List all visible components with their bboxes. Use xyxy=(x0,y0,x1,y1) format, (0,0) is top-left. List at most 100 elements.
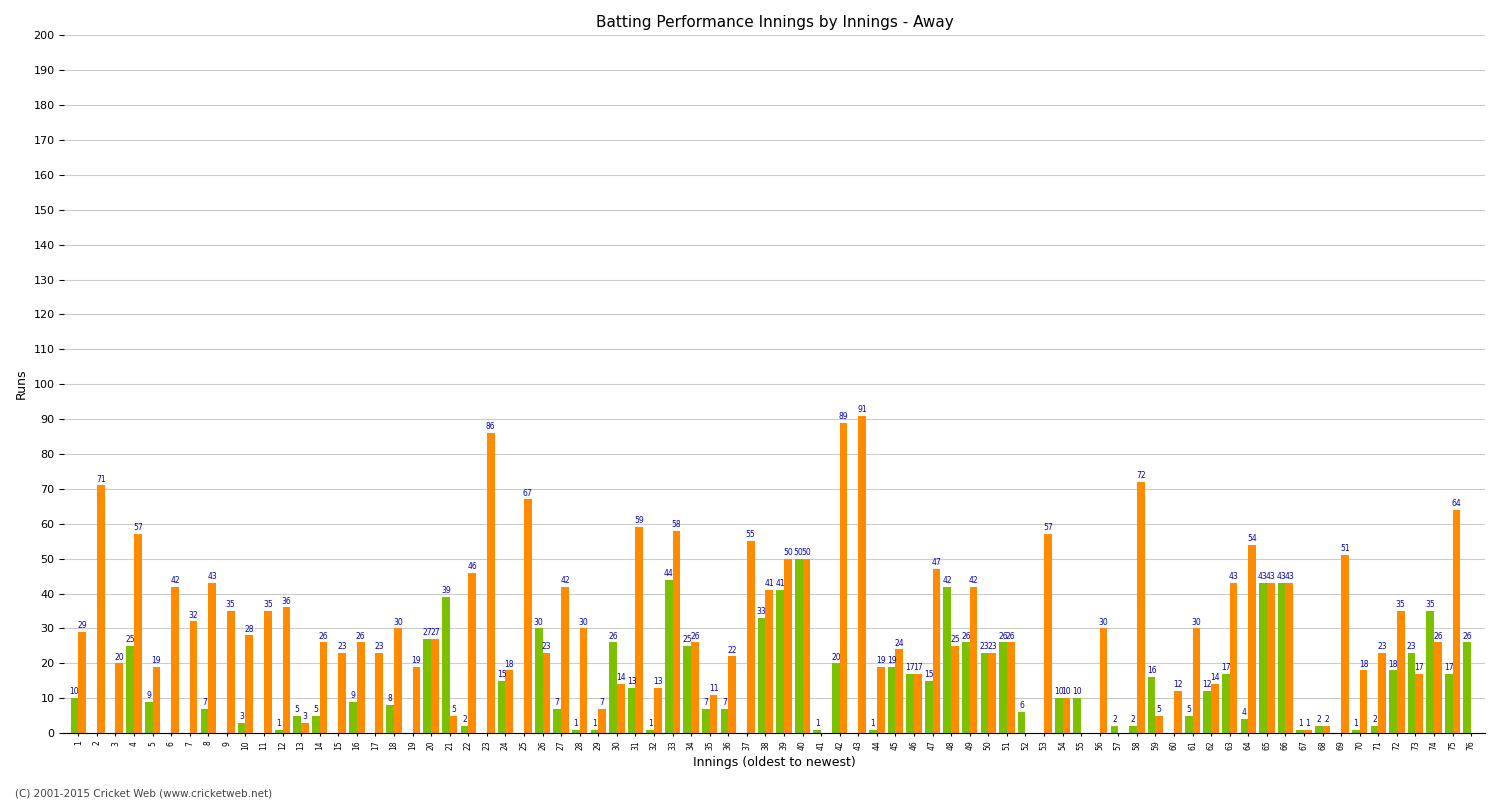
Text: 19: 19 xyxy=(411,656,422,665)
Text: 16: 16 xyxy=(1146,666,1156,675)
Text: 35: 35 xyxy=(226,600,236,610)
Text: 23: 23 xyxy=(542,642,552,651)
Bar xyxy=(840,422,848,733)
Bar xyxy=(1148,678,1155,733)
Bar xyxy=(116,663,123,733)
Text: 7: 7 xyxy=(202,698,207,707)
Bar xyxy=(1017,712,1026,733)
Bar xyxy=(747,541,754,733)
Text: 5: 5 xyxy=(1186,705,1191,714)
Text: 19: 19 xyxy=(886,656,897,665)
Bar xyxy=(312,716,320,733)
Bar xyxy=(1230,583,1238,733)
Bar xyxy=(1278,583,1286,733)
Text: 1: 1 xyxy=(592,719,597,728)
Text: 86: 86 xyxy=(486,422,495,431)
Bar xyxy=(1341,555,1348,733)
Bar xyxy=(524,499,531,733)
Text: 27: 27 xyxy=(430,628,439,637)
Text: 23: 23 xyxy=(1377,642,1388,651)
Text: 7: 7 xyxy=(704,698,708,707)
Text: 43: 43 xyxy=(1228,572,1239,582)
Text: 26: 26 xyxy=(998,632,1008,641)
Bar xyxy=(1155,716,1162,733)
Bar xyxy=(784,558,792,733)
Bar xyxy=(926,681,933,733)
Bar xyxy=(664,579,672,733)
Bar xyxy=(246,635,254,733)
Text: 18: 18 xyxy=(504,659,515,669)
Text: 12: 12 xyxy=(1173,681,1182,690)
Bar xyxy=(498,681,506,733)
Text: 25: 25 xyxy=(126,635,135,644)
Text: 11: 11 xyxy=(710,684,718,693)
Bar xyxy=(1444,674,1452,733)
Bar xyxy=(878,666,885,733)
Text: 25: 25 xyxy=(950,635,960,644)
Text: 2: 2 xyxy=(1372,715,1377,724)
Text: 3: 3 xyxy=(303,712,307,721)
Bar xyxy=(888,666,896,733)
Text: 27: 27 xyxy=(423,628,432,637)
Text: 23: 23 xyxy=(980,642,988,651)
Text: 1: 1 xyxy=(648,719,652,728)
Text: 10: 10 xyxy=(1072,687,1082,697)
Text: 26: 26 xyxy=(962,632,970,641)
Bar xyxy=(795,558,802,733)
Bar xyxy=(1296,730,1304,733)
Text: 43: 43 xyxy=(1276,572,1287,582)
Text: 17: 17 xyxy=(1414,663,1424,672)
Text: 26: 26 xyxy=(690,632,700,641)
Text: 5: 5 xyxy=(452,705,456,714)
Text: 36: 36 xyxy=(282,597,291,606)
Text: 42: 42 xyxy=(560,576,570,585)
Text: 47: 47 xyxy=(932,558,942,567)
Bar xyxy=(951,646,958,733)
Bar xyxy=(488,433,495,733)
Text: 15: 15 xyxy=(924,670,933,679)
Text: 10: 10 xyxy=(1054,687,1064,697)
Bar xyxy=(579,628,588,733)
Text: 17: 17 xyxy=(906,663,915,672)
Bar xyxy=(320,642,327,733)
Bar xyxy=(646,730,654,733)
Text: 41: 41 xyxy=(765,579,774,588)
Bar xyxy=(933,569,940,733)
Text: 23: 23 xyxy=(338,642,346,651)
Bar xyxy=(264,611,272,733)
Bar xyxy=(1323,726,1330,733)
Bar xyxy=(98,486,105,733)
Text: 17: 17 xyxy=(1221,663,1230,672)
Text: 26: 26 xyxy=(1432,632,1443,641)
Bar xyxy=(627,688,636,733)
Bar xyxy=(134,534,141,733)
Text: 2: 2 xyxy=(462,715,466,724)
Text: 24: 24 xyxy=(894,638,904,647)
Bar xyxy=(171,586,178,733)
Text: 51: 51 xyxy=(1340,544,1350,554)
Text: 43: 43 xyxy=(1284,572,1294,582)
Bar xyxy=(237,722,246,733)
Text: 64: 64 xyxy=(1452,499,1461,508)
Text: 71: 71 xyxy=(96,474,105,484)
Text: 33: 33 xyxy=(756,607,766,616)
Text: 46: 46 xyxy=(468,562,477,571)
Bar xyxy=(1210,684,1219,733)
Text: 13: 13 xyxy=(627,677,636,686)
Bar xyxy=(591,730,598,733)
Text: 23: 23 xyxy=(1407,642,1416,651)
Text: 9: 9 xyxy=(351,691,355,700)
Text: 55: 55 xyxy=(746,530,756,539)
Bar xyxy=(944,586,951,733)
Bar xyxy=(1416,674,1424,733)
Bar xyxy=(1054,698,1062,733)
Bar xyxy=(468,573,476,733)
Y-axis label: Runs: Runs xyxy=(15,369,28,399)
Bar xyxy=(1240,719,1248,733)
Bar xyxy=(1286,583,1293,733)
Bar xyxy=(999,642,1006,733)
Text: 20: 20 xyxy=(831,653,840,662)
Text: 28: 28 xyxy=(244,625,254,634)
Text: 42: 42 xyxy=(969,576,978,585)
Bar xyxy=(450,716,458,733)
